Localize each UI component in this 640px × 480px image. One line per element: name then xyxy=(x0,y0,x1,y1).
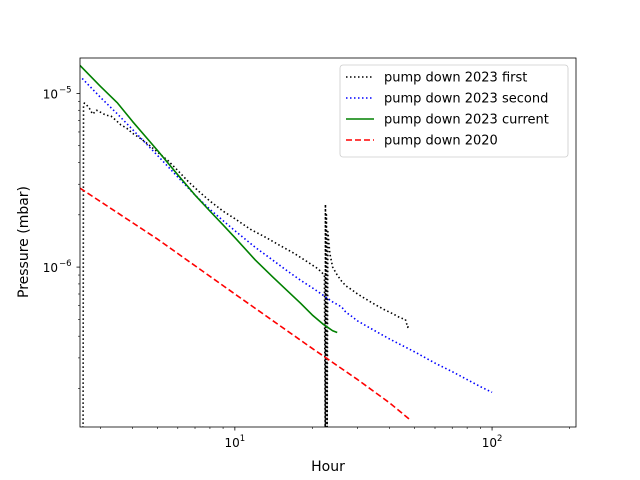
legend-label-4: pump down 2020 xyxy=(384,134,498,149)
y-tick-exp-2: −5 xyxy=(59,85,72,95)
series-line-4 xyxy=(80,187,411,421)
y-tick-exp-1: −6 xyxy=(59,259,72,269)
x-tick-label-1: 101 xyxy=(225,434,246,450)
series-line-1 xyxy=(82,102,410,427)
y-axis-label: Pressure (mbar) xyxy=(16,186,32,298)
x-tick-label-2: 102 xyxy=(482,434,503,450)
plot-frame xyxy=(79,57,577,428)
legend-label-2: pump down 2023 second xyxy=(384,92,548,107)
x-axis-label: Hour xyxy=(311,459,345,475)
legend-label-3: pump down 2023 current xyxy=(384,113,549,128)
legend: pump down 2023 first pump down 2023 secon… xyxy=(339,64,569,158)
series-layer xyxy=(80,64,493,427)
y-tick-label-2: 10 xyxy=(43,87,58,101)
legend-label-1: pump down 2023 first xyxy=(384,71,527,86)
series-line-2 xyxy=(81,77,493,394)
series-line-3 xyxy=(80,64,338,334)
legend-box xyxy=(339,64,569,158)
y-tick-label-1: 10 xyxy=(43,261,58,275)
